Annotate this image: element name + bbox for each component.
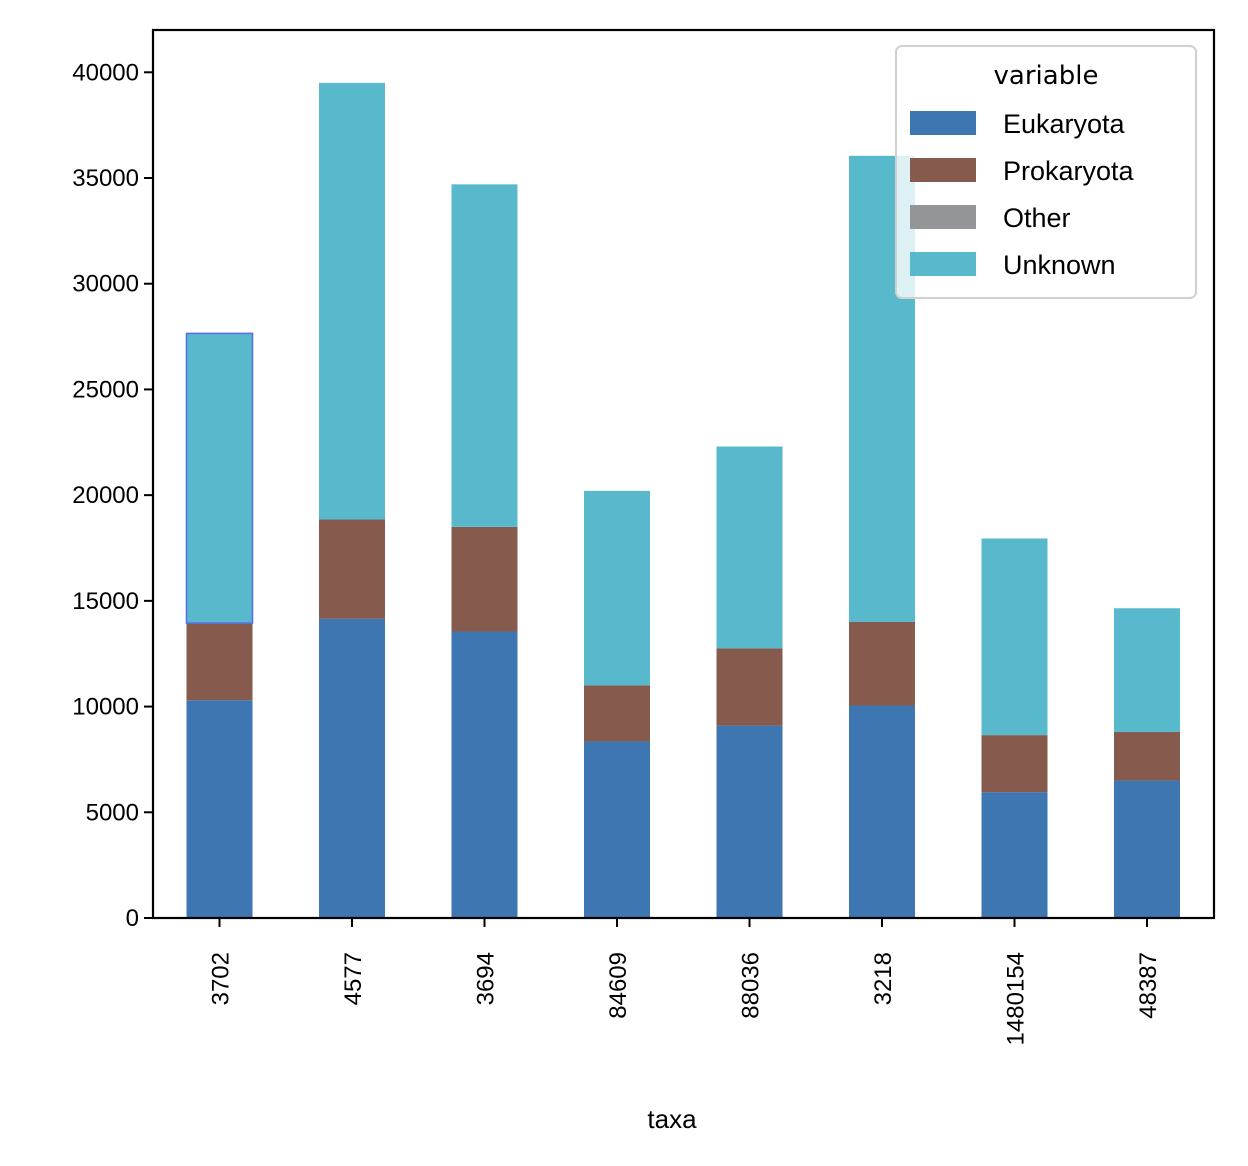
y-tick-label: 20000 <box>72 482 139 509</box>
bar-highlight-outline <box>185 332 254 624</box>
y-tick-label: 10000 <box>72 694 139 721</box>
legend-swatch-other <box>910 205 976 229</box>
legend-box <box>895 45 1197 299</box>
x-tick-label: 48387 <box>1135 952 1162 1019</box>
bar-eukaryota-88036 <box>716 725 783 918</box>
x-tick-label: 3694 <box>473 952 500 1005</box>
bar-eukaryota-3694 <box>451 631 518 918</box>
bar-prokaryota-3694 <box>451 526 518 632</box>
y-tick-label: 0 <box>126 905 139 932</box>
legend-swatch-eukaryota <box>910 111 976 135</box>
bar-prokaryota-4577 <box>319 519 385 619</box>
x-tick-label: 88036 <box>738 952 765 1019</box>
bar-unknown-3694 <box>451 184 518 527</box>
y-tick-label: 35000 <box>72 165 139 192</box>
y-tick-label: 30000 <box>72 271 139 298</box>
bar-prokaryota-88036 <box>716 648 783 726</box>
legend-label-prokaryota: Prokaryota <box>1003 156 1135 186</box>
x-tick-label: 84609 <box>605 952 632 1019</box>
x-axis-title: taxa <box>647 1104 697 1134</box>
bar-eukaryota-1480154 <box>981 792 1048 918</box>
y-axis: 0 5000 10000 15000 20000 25000 30000 35000 40000 <box>72 59 153 932</box>
x-tick-label: 3218 <box>870 952 897 1005</box>
y-tick-label: 40000 <box>72 59 139 86</box>
legend-label-eukaryota: Eukaryota <box>1003 109 1126 139</box>
bars-layer <box>186 82 1180 918</box>
bar-unknown-4577 <box>319 82 385 520</box>
bar-eukaryota-3218 <box>849 705 915 918</box>
bar-prokaryota-84609 <box>584 685 650 742</box>
legend-title: variable <box>994 61 1099 91</box>
legend-swatch-prokaryota <box>910 158 976 182</box>
bar-unknown-48387 <box>1114 608 1180 732</box>
legend-label-unknown: Unknown <box>1003 250 1116 280</box>
bar-prokaryota-3702 <box>186 623 253 701</box>
x-tick-label: 1480154 <box>1003 952 1030 1045</box>
x-tick-label: 4577 <box>340 952 367 1005</box>
highlight-layer <box>185 332 254 624</box>
y-tick-label: 5000 <box>86 799 139 826</box>
x-axis: 3702 4577 3694 84609 88036 3218 1480154 48387 <box>208 918 1162 1045</box>
bar-prokaryota-48387 <box>1114 731 1180 781</box>
y-tick-label: 25000 <box>72 376 139 403</box>
bar-unknown-1480154 <box>981 538 1048 736</box>
plot-frame <box>151 28 1216 920</box>
bar-eukaryota-48387 <box>1114 780 1180 918</box>
legend-swatch-unknown <box>910 252 976 276</box>
legend: variable Eukaryota Prokaryota Other Unknown <box>895 45 1197 299</box>
bar-prokaryota-3218 <box>849 622 915 706</box>
bar-eukaryota-3702 <box>186 700 253 918</box>
bar-eukaryota-84609 <box>584 741 650 918</box>
bar-unknown-84609 <box>584 490 650 686</box>
y-tick-label: 15000 <box>72 588 139 615</box>
bar-unknown-3702 <box>186 333 253 624</box>
bar-unknown-88036 <box>716 446 783 649</box>
legend-label-other: Other <box>1003 203 1071 233</box>
bar-prokaryota-1480154 <box>981 735 1048 793</box>
x-tick-label: 3702 <box>208 952 235 1005</box>
bar-eukaryota-4577 <box>319 618 385 918</box>
